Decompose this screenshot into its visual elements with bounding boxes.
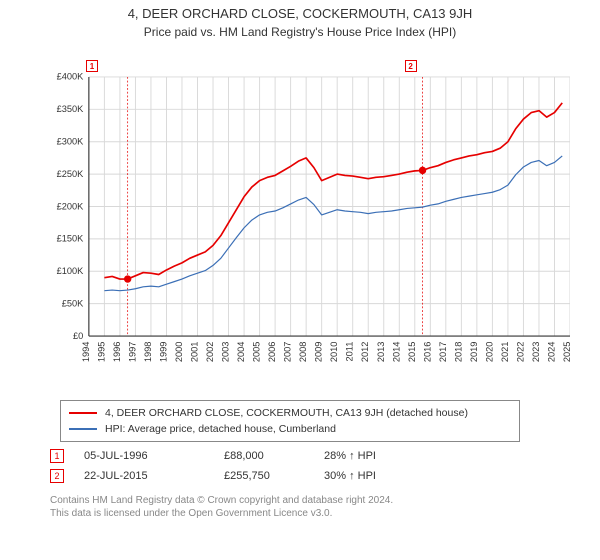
svg-text:2012: 2012 (360, 342, 370, 363)
transaction-date: 22-JUL-2015 (84, 470, 224, 482)
svg-text:2001: 2001 (190, 342, 200, 363)
license-text: Contains HM Land Registry data © Crown c… (50, 494, 550, 520)
transactions-table: 1 05-JUL-1996 £88,000 28% ↑ HPI 2 22-JUL… (50, 446, 550, 486)
svg-text:£300K: £300K (57, 137, 85, 147)
svg-text:2002: 2002 (205, 342, 215, 363)
svg-text:2022: 2022 (515, 342, 525, 363)
legend-swatch-property (69, 412, 97, 414)
svg-text:2004: 2004 (236, 342, 246, 363)
transaction-price: £88,000 (224, 450, 324, 462)
event-marker-box: 1 (86, 60, 98, 72)
svg-text:1998: 1998 (143, 342, 153, 363)
svg-text:£100K: £100K (57, 266, 85, 276)
legend-item-hpi: HPI: Average price, detached house, Cumb… (69, 421, 511, 437)
svg-text:2005: 2005 (252, 342, 262, 363)
svg-text:2014: 2014 (391, 342, 401, 363)
svg-text:1996: 1996 (112, 342, 122, 363)
transaction-row: 1 05-JUL-1996 £88,000 28% ↑ HPI (50, 446, 550, 466)
svg-text:2000: 2000 (174, 342, 184, 363)
transaction-date: 05-JUL-1996 (84, 450, 224, 462)
legend-label-property: 4, DEER ORCHARD CLOSE, COCKERMOUTH, CA13… (105, 407, 468, 419)
svg-text:1995: 1995 (96, 342, 106, 363)
svg-text:2023: 2023 (531, 342, 541, 363)
chart-area: £0 £50K £100K £150K £200K £250K £300K £350K £400… (50, 60, 570, 390)
svg-text:£50K: £50K (62, 298, 84, 308)
transaction-delta: 28% ↑ HPI (324, 450, 424, 462)
legend-swatch-hpi (69, 428, 97, 430)
svg-text:2019: 2019 (469, 342, 479, 363)
license-line-2: This data is licensed under the Open Gov… (50, 507, 550, 520)
svg-text:£350K: £350K (57, 104, 85, 114)
svg-text:1994: 1994 (81, 342, 91, 363)
svg-text:1999: 1999 (158, 342, 168, 363)
svg-text:2003: 2003 (221, 342, 231, 363)
svg-text:2018: 2018 (453, 342, 463, 363)
chart-subtitle: Price paid vs. HM Land Registry's House … (0, 21, 600, 45)
svg-text:2007: 2007 (283, 342, 293, 363)
svg-text:£200K: £200K (57, 201, 85, 211)
event-marker-box: 2 (405, 60, 417, 72)
svg-text:£0: £0 (73, 331, 83, 341)
svg-text:2011: 2011 (345, 342, 355, 362)
svg-text:£150K: £150K (57, 234, 85, 244)
transaction-marker: 1 (50, 449, 64, 463)
chart-title: 4, DEER ORCHARD CLOSE, COCKERMOUTH, CA13… (0, 0, 600, 21)
svg-text:2010: 2010 (329, 342, 339, 363)
svg-text:1997: 1997 (127, 342, 137, 363)
svg-text:2016: 2016 (422, 342, 432, 363)
svg-text:2024: 2024 (546, 342, 556, 363)
svg-text:2020: 2020 (484, 342, 494, 363)
svg-text:2008: 2008 (298, 342, 308, 363)
svg-text:2006: 2006 (267, 342, 277, 363)
line-chart-svg: £0 £50K £100K £150K £200K £250K £300K £350K £400… (50, 60, 570, 390)
svg-text:2025: 2025 (562, 342, 570, 363)
legend-label-hpi: HPI: Average price, detached house, Cumb… (105, 423, 336, 435)
transaction-row: 2 22-JUL-2015 £255,750 30% ↑ HPI (50, 466, 550, 486)
legend: 4, DEER ORCHARD CLOSE, COCKERMOUTH, CA13… (60, 400, 520, 442)
legend-item-property: 4, DEER ORCHARD CLOSE, COCKERMOUTH, CA13… (69, 405, 511, 421)
svg-text:2015: 2015 (407, 342, 417, 363)
svg-text:2009: 2009 (314, 342, 324, 363)
transaction-price: £255,750 (224, 470, 324, 482)
transaction-delta: 30% ↑ HPI (324, 470, 424, 482)
transaction-marker: 2 (50, 469, 64, 483)
svg-text:2021: 2021 (500, 342, 510, 363)
svg-text:2013: 2013 (376, 342, 386, 363)
license-line-1: Contains HM Land Registry data © Crown c… (50, 494, 550, 507)
svg-text:£250K: £250K (57, 169, 85, 179)
svg-text:£400K: £400K (57, 72, 85, 82)
svg-text:2017: 2017 (438, 342, 448, 363)
